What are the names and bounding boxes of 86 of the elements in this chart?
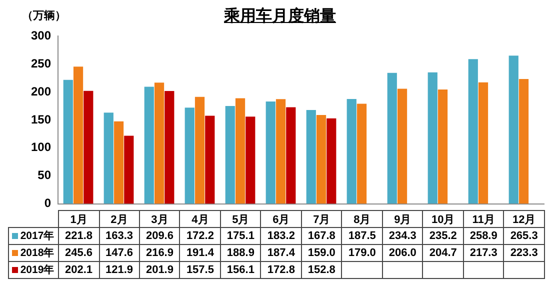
legend-label: 2019年 — [8, 262, 59, 278]
bar — [326, 118, 336, 204]
data-label: 187.5 — [342, 228, 382, 244]
data-label: 172.2 — [180, 228, 220, 244]
data-label: 204.7 — [422, 244, 464, 262]
data-label: 202.1 — [58, 262, 99, 278]
bar — [84, 90, 94, 204]
y-tick-label: 200 — [30, 84, 52, 98]
bar — [306, 110, 316, 204]
bar — [246, 116, 256, 204]
bar — [518, 79, 529, 204]
data-label: 159.0 — [301, 244, 342, 262]
bar — [235, 98, 246, 204]
data-label: 221.8 — [58, 228, 99, 244]
data-label: 265.3 — [504, 228, 544, 244]
x-tick-label: 1月 — [58, 210, 99, 228]
data-label: 234.3 — [382, 228, 423, 244]
x-tick-label: 8月 — [342, 210, 382, 228]
bar — [104, 112, 114, 204]
bar — [387, 72, 397, 204]
data-label: 163.3 — [99, 228, 140, 244]
bar — [194, 96, 205, 204]
y-tick-label: 100 — [30, 140, 52, 154]
x-tick-label: 2月 — [99, 210, 140, 228]
x-tick-label: 12月 — [504, 210, 544, 228]
y-axis-title: （万辆） — [22, 8, 66, 23]
bar — [468, 59, 478, 204]
data-label: 172.8 — [260, 262, 302, 278]
data-label: 179.0 — [342, 244, 382, 262]
x-tick-label: 9月 — [382, 210, 423, 228]
bar — [63, 80, 73, 204]
x-tick-label: 4月 — [180, 210, 220, 228]
data-label: 188.9 — [220, 244, 261, 262]
bar — [73, 66, 84, 204]
data-label: 121.9 — [99, 262, 140, 278]
y-tick-label: 0 — [44, 196, 52, 210]
bar — [144, 86, 154, 204]
data-label: 152.8 — [301, 262, 342, 278]
data-label: 209.6 — [139, 228, 180, 244]
legend-label: 2018年 — [8, 244, 59, 262]
bar — [184, 108, 194, 204]
data-label: 258.9 — [463, 228, 504, 244]
bar — [225, 106, 235, 204]
x-tick-label: 3月 — [139, 210, 180, 228]
x-tick-label: 7月 — [301, 210, 342, 228]
bar — [478, 82, 488, 204]
data-label: 217.3 — [463, 244, 504, 262]
data-label: 216.9 — [139, 244, 180, 262]
data-label: 175.1 — [220, 228, 261, 244]
bar — [266, 101, 276, 204]
data-label: 206.0 — [382, 244, 423, 262]
data-label: 223.3 — [504, 244, 544, 262]
y-tick-label: 150 — [30, 112, 52, 126]
legend-label: 2017年 — [8, 228, 59, 244]
bar — [397, 88, 408, 204]
data-label: 167.8 — [301, 228, 342, 244]
data-label: 235.2 — [422, 228, 464, 244]
data-label: 156.1 — [220, 262, 261, 278]
bar — [346, 99, 356, 204]
bar — [276, 99, 286, 204]
data-label: 183.2 — [260, 228, 302, 244]
x-tick-label: 5月 — [220, 210, 261, 228]
bar — [316, 114, 326, 204]
data-label: 147.6 — [99, 244, 140, 262]
bar — [205, 116, 215, 204]
x-tick-label: 10月 — [422, 210, 464, 228]
bar — [154, 82, 164, 204]
bar — [124, 136, 134, 204]
data-label: 157.5 — [180, 262, 220, 278]
data-label: 201.9 — [139, 262, 180, 278]
bar — [164, 91, 174, 204]
bar — [438, 89, 448, 204]
x-tick-label: 11月 — [463, 210, 504, 228]
data-label: 187.4 — [260, 244, 302, 262]
bar — [508, 56, 518, 204]
x-tick-label: 6月 — [260, 210, 302, 228]
y-tick-label: 300 — [30, 28, 52, 43]
chart-title: 乘用车月度销量 — [224, 8, 336, 25]
data-label: 245.6 — [58, 244, 99, 262]
bar — [286, 107, 296, 204]
y-tick-label: 250 — [30, 56, 52, 70]
bar — [428, 72, 438, 204]
bar — [114, 121, 124, 204]
bar — [356, 104, 367, 204]
y-tick-label: 50 — [38, 168, 52, 182]
data-label: 191.4 — [180, 244, 220, 262]
